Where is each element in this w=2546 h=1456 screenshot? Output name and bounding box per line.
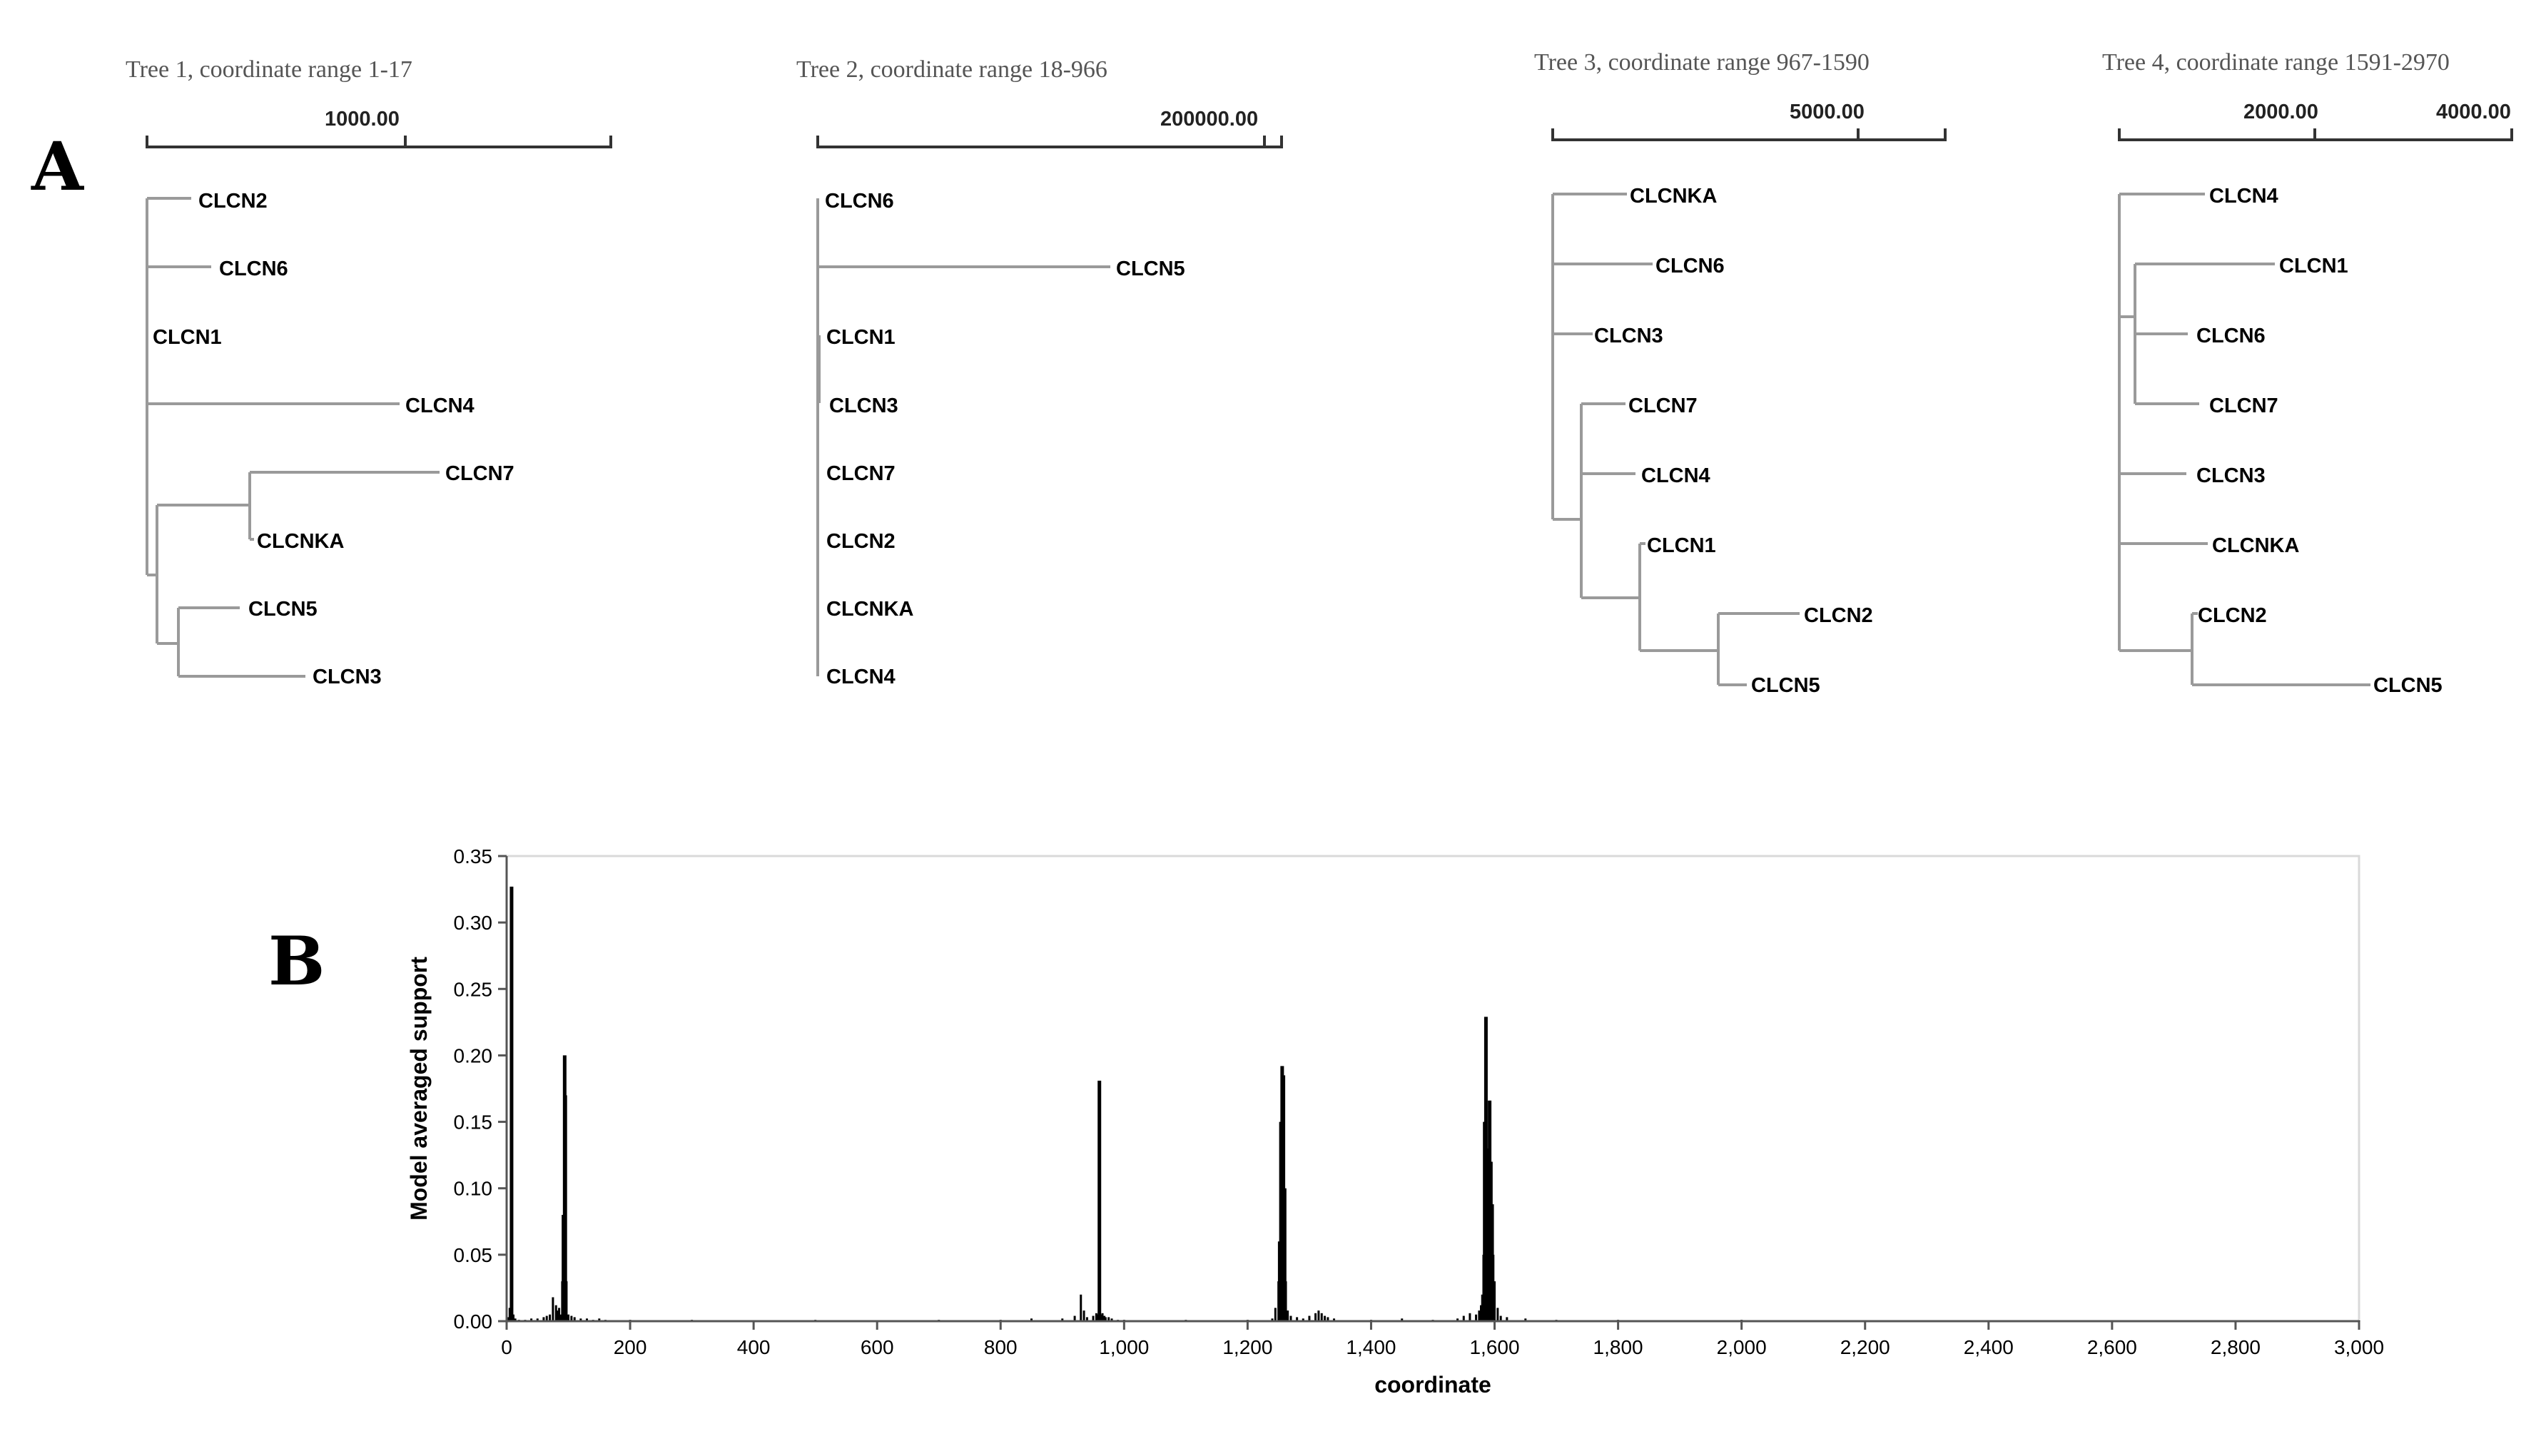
tree-2-scale-bar xyxy=(816,136,1283,148)
tree-2-leaf: CLCN7 xyxy=(826,462,896,485)
x-tick-label: 2,000 xyxy=(1717,1336,1767,1358)
tree-3-leaf: CLCN4 xyxy=(1641,464,1710,487)
y-tick-label: 0.30 xyxy=(454,912,493,934)
tree-1-leaf: CLCNKA xyxy=(257,530,344,553)
tree-3-leaf: CLCN5 xyxy=(1751,674,1820,697)
tree-4-scale-label: 2000.00 xyxy=(2243,101,2318,123)
y-tick-label: 0.00 xyxy=(454,1310,493,1333)
tree-4-scale-label: 4000.00 xyxy=(2436,101,2511,123)
tree-4-leaf: CLCN5 xyxy=(2373,674,2443,697)
tree-1-leaf: CLCN5 xyxy=(248,598,318,621)
x-tick-label: 3,000 xyxy=(2334,1336,2384,1358)
y-tick-label: 0.15 xyxy=(454,1111,493,1134)
tree-3-leaf: CLCN6 xyxy=(1655,255,1725,278)
y-ticks: 0.00 0.05 0.10 0.15 0.20 0.25 0.30 0.35 xyxy=(454,845,507,1333)
tree-4-title: Tree 4, coordinate range 1591-2970 xyxy=(2102,49,2450,76)
plot-frame xyxy=(505,855,2360,1323)
tree-4-leaf: CLCN4 xyxy=(2209,185,2278,208)
tree-1-branches xyxy=(146,197,440,678)
x-tick-label: 1,400 xyxy=(1346,1336,1396,1358)
x-ticks: 0 200 400 600 800 1,000 1,200 1,400 1,600 1,800 2,… xyxy=(501,1321,2384,1358)
tree-3-branches xyxy=(1551,193,1800,686)
tree-1-title: Tree 1, coordinate range 1-17 xyxy=(126,56,412,83)
tree-3-leaf: CLCN3 xyxy=(1594,325,1663,347)
y-tick-label: 0.05 xyxy=(454,1244,493,1266)
x-tick-label: 2,400 xyxy=(1964,1336,2014,1358)
tree-1-scale-label: 1000.00 xyxy=(325,108,400,131)
tree-3-title: Tree 3, coordinate range 967-1590 xyxy=(1534,49,1870,76)
tree-4-leaf: CLCN3 xyxy=(2196,464,2266,487)
x-tick-label: 0 xyxy=(501,1336,512,1358)
x-axis-title: coordinate xyxy=(1374,1372,1491,1398)
panel-letter-b: B xyxy=(268,922,325,1001)
tree-2-leaf: CLCN3 xyxy=(829,394,898,417)
panel-letter-a: A xyxy=(31,128,84,206)
x-tick-label: 2,800 xyxy=(2211,1336,2261,1358)
tree-1-leaf: CLCN4 xyxy=(405,394,475,417)
tree-2-scale-label: 200000.00 xyxy=(1160,108,1258,131)
y-tick-label: 0.10 xyxy=(454,1178,493,1200)
x-tick-label: 1,200 xyxy=(1222,1336,1272,1358)
bars-group xyxy=(507,886,2360,1321)
x-tick-label: 2,200 xyxy=(1840,1336,1890,1358)
tree-1-scale-bar xyxy=(146,136,612,148)
tree-1-leaf: CLCN6 xyxy=(219,258,288,280)
tree-2-leaf: CLCNKA xyxy=(826,598,913,621)
tree-3-leaf: CLCN2 xyxy=(1804,604,1873,627)
tree-3-scale-label: 5000.00 xyxy=(1790,101,1865,123)
x-tick-label: 800 xyxy=(984,1336,1018,1358)
x-tick-label: 1,000 xyxy=(1099,1336,1149,1358)
tree-4-branches xyxy=(2118,193,2370,686)
tree-3-scale-bar xyxy=(1551,128,1947,141)
tree-2-title: Tree 2, coordinate range 18-966 xyxy=(796,56,1107,83)
x-tick-label: 2,600 xyxy=(2087,1336,2137,1358)
tree-1-leaf: CLCN7 xyxy=(445,462,514,485)
support-chart: 0.00 0.05 0.10 0.15 0.20 0.25 0.30 0.35 0 200 400… xyxy=(406,845,2384,1398)
x-tick-label: 1,800 xyxy=(1593,1336,1643,1358)
tree-2-leaf: CLCN5 xyxy=(1116,258,1185,280)
y-axis-title: Model averaged support xyxy=(406,957,432,1221)
tree-4: Tree 4, coordinate range 1591-2970 2000.… xyxy=(2102,49,2513,697)
tree-3-leaf: CLCN1 xyxy=(1647,534,1716,557)
x-tick-label: 200 xyxy=(614,1336,647,1358)
y-tick-label: 0.35 xyxy=(454,845,493,867)
tree-2-leaf: CLCN4 xyxy=(826,666,896,688)
y-tick-label: 0.25 xyxy=(454,978,493,1000)
x-tick-label: 1,600 xyxy=(1469,1336,1519,1358)
tree-2-leaf: CLCN2 xyxy=(826,530,896,553)
tree-2-branches xyxy=(816,198,1110,676)
tree-3-leaf: CLCNKA xyxy=(1630,185,1717,208)
tree-1-leaf: CLCN2 xyxy=(198,190,268,213)
x-tick-label: 600 xyxy=(861,1336,894,1358)
tree-4-leaf: CLCN6 xyxy=(2196,325,2266,347)
tree-3-leaf: CLCN7 xyxy=(1628,394,1698,417)
tree-1: Tree 1, coordinate range 1-17 1000.00 CL… xyxy=(126,56,612,688)
tree-2: Tree 2, coordinate range 18-966 200000.0… xyxy=(796,56,1283,688)
tree-2-leaf: CLCN6 xyxy=(825,190,894,213)
tree-1-leaf: CLCN1 xyxy=(153,326,222,349)
tree-4-leaf: CLCN2 xyxy=(2198,604,2267,627)
y-tick-label: 0.20 xyxy=(454,1044,493,1066)
tree-2-leaf: CLCN1 xyxy=(826,326,896,349)
x-tick-label: 400 xyxy=(737,1336,771,1358)
tree-4-leaf: CLCNKA xyxy=(2212,534,2299,557)
tree-4-leaf: CLCN1 xyxy=(2279,255,2348,278)
tree-1-leaf: CLCN3 xyxy=(313,666,382,688)
tree-3: Tree 3, coordinate range 967-1590 5000.0… xyxy=(1534,49,1947,697)
tree-4-scale-bar xyxy=(2118,128,2513,141)
tree-4-leaf: CLCN7 xyxy=(2209,394,2278,417)
